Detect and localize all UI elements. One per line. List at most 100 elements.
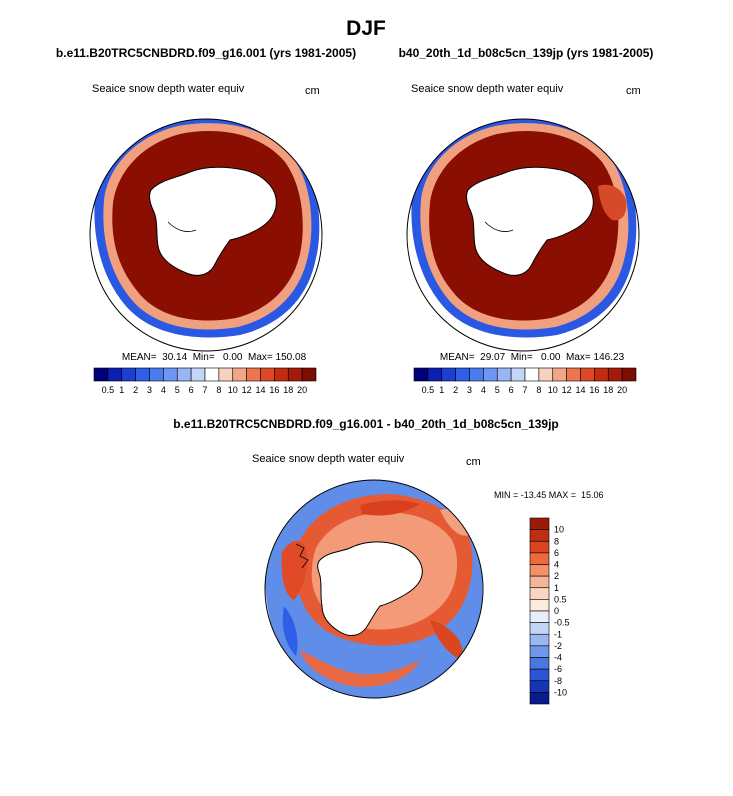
colorbar-2-swatch — [483, 367, 498, 382]
colorbar-1-swatch — [204, 367, 220, 382]
colorbar-1-swatch — [176, 367, 192, 382]
colorbar-3-tick-label: 1 — [554, 583, 559, 593]
colorbar-3-tick-label: 10 — [554, 525, 564, 535]
colorbar-2-swatch — [552, 367, 567, 382]
colorbar-2-swatch — [524, 367, 540, 382]
colorbar-2-tick-label: 12 — [562, 385, 572, 395]
colorbar-3-tick-label: -8 — [554, 676, 562, 686]
colorbar-3-tick-label: -6 — [554, 664, 562, 674]
colorbar-1-tick-label: 7 — [202, 385, 207, 395]
panel-3-colorbar: 108 6 42 10.5 0 -0.5-1 -2 -4-6 -8-10 — [529, 517, 570, 705]
panel-2-map — [407, 119, 639, 351]
colorbar-2-swatch — [441, 367, 456, 382]
colorbar-3-tick-label: -1 — [554, 629, 562, 639]
colorbar-2-tick-label: 16 — [589, 385, 599, 395]
panel-3-units-label: cm — [466, 456, 481, 468]
panel-3-variable-label: Seaice snow depth water equiv — [252, 453, 405, 465]
panel-2-units-label: cm — [626, 85, 641, 97]
panel-1-variable-label: Seaice snow depth water equiv — [92, 83, 245, 95]
colorbar-1-swatch — [218, 367, 234, 382]
colorbar-1-tick-label: 18 — [283, 385, 293, 395]
colorbar-3-swatch — [529, 599, 550, 612]
colorbar-3-tick-label: 8 — [554, 536, 559, 546]
colorbar-3-tick-label: 4 — [554, 560, 559, 570]
colorbar-1-tick-label: 12 — [242, 385, 252, 395]
colorbar-2-tick-label: 1 — [439, 385, 444, 395]
colorbar-1-tick-label: 1 — [119, 385, 124, 395]
panel-1-map — [90, 119, 322, 351]
colorbar-2-swatch — [427, 367, 443, 382]
colorbar-1-tick-label: 8 — [216, 385, 221, 395]
colorbar-1-swatch — [274, 367, 289, 382]
colorbar-3-swatch — [529, 622, 550, 635]
colorbar-3-swatch — [529, 564, 550, 577]
colorbar-3-swatch — [529, 587, 550, 600]
colorbar-2-tick-label: 20 — [617, 385, 627, 395]
colorbar-1-swatch — [301, 367, 317, 382]
figure-title: DJF — [346, 17, 386, 40]
colorbar-1-tick-label: 2 — [133, 385, 138, 395]
colorbar-3-swatch — [529, 517, 550, 530]
panel-3-stats: MIN = -13.45 MAX = 15.06 — [494, 490, 604, 500]
colorbar-1-swatch — [232, 367, 247, 382]
colorbar-1-tick-label: 20 — [297, 385, 307, 395]
colorbar-2-swatch — [455, 367, 470, 382]
colorbar-3-swatch — [529, 668, 550, 682]
colorbar-1-tick-label: 0.5 — [102, 385, 115, 395]
colorbar-2-swatch — [413, 367, 429, 382]
panel-1-case-title: b.e11.B20TRC5CNBDRD.f09_g16.001 (yrs 198… — [56, 46, 356, 60]
colorbar-1-tick-label: 14 — [255, 385, 265, 395]
colorbar-2-tick-label: 7 — [522, 385, 527, 395]
colorbar-2-tick-label: 3 — [467, 385, 472, 395]
colorbar-1-swatch — [260, 367, 275, 382]
colorbar-2-swatch — [594, 367, 609, 382]
colorbar-2-tick-label: 4 — [481, 385, 486, 395]
colorbar-1-swatch — [246, 367, 261, 382]
colorbar-3-swatch — [529, 657, 550, 670]
panel-3-map — [265, 480, 483, 698]
colorbar-3-swatch — [529, 633, 550, 647]
colorbar-3-tick-label: -0.5 — [554, 618, 570, 628]
colorbar-3-tick-label: -4 — [554, 653, 562, 663]
colorbar-1-swatch — [135, 367, 150, 382]
colorbar-1-swatch — [121, 367, 136, 382]
colorbar-2-tick-label: 10 — [548, 385, 558, 395]
colorbar-1-tick-label: 3 — [147, 385, 152, 395]
colorbar-2-swatch — [580, 367, 595, 382]
colorbar-2-swatch — [510, 367, 526, 382]
colorbar-2-tick-label: 14 — [575, 385, 585, 395]
colorbar-3-swatch — [529, 645, 550, 658]
colorbar-2-tick-label: 2 — [453, 385, 458, 395]
colorbar-1-tick-label: 5 — [175, 385, 180, 395]
colorbar-3-swatch — [529, 540, 550, 554]
colorbar-3-swatch — [529, 692, 550, 705]
colorbar-3-swatch — [529, 552, 550, 565]
colorbar-3-swatch — [529, 529, 550, 542]
colorbar-1-tick-label: 16 — [269, 385, 279, 395]
colorbar-1-swatch — [149, 367, 164, 382]
colorbar-1-swatch — [190, 367, 206, 382]
colorbar-3-tick-label: 2 — [554, 571, 559, 581]
colorbar-1-swatch — [107, 367, 123, 382]
panel-2-variable-label: Seaice snow depth water equiv — [411, 83, 564, 95]
colorbar-3-swatch — [529, 610, 550, 623]
colorbar-2-swatch — [607, 367, 623, 382]
colorbar-2-swatch — [566, 367, 581, 382]
colorbar-3-swatch — [529, 575, 550, 589]
colorbar-2-tick-label: 6 — [509, 385, 514, 395]
colorbar-2-swatch — [496, 367, 512, 382]
colorbar-1-tick-label: 10 — [228, 385, 238, 395]
colorbar-1-tick-label: 6 — [189, 385, 194, 395]
panel-2-stats: MEAN= 29.07 Min= 0.00 Max= 146.23 — [440, 352, 625, 363]
colorbar-2-swatch — [621, 367, 637, 382]
colorbar-3-tick-label: -2 — [554, 641, 562, 651]
panel-2-case-title: b40_20th_1d_b08c5cn_139jp (yrs 1981-2005… — [399, 46, 654, 60]
colorbar-3-tick-label: -10 — [554, 687, 567, 697]
panel-2-colorbar: 0.5 1 2 3 4 5 6 7 8 10 12 14 16 18 20 — [413, 367, 637, 395]
colorbar-3-swatch — [529, 680, 550, 693]
colorbar-3-tick-label: 6 — [554, 548, 559, 558]
colorbar-1-swatch — [163, 367, 178, 382]
colorbar-2-tick-label: 0.5 — [422, 385, 435, 395]
panel-2-map-border — [406, 118, 640, 352]
